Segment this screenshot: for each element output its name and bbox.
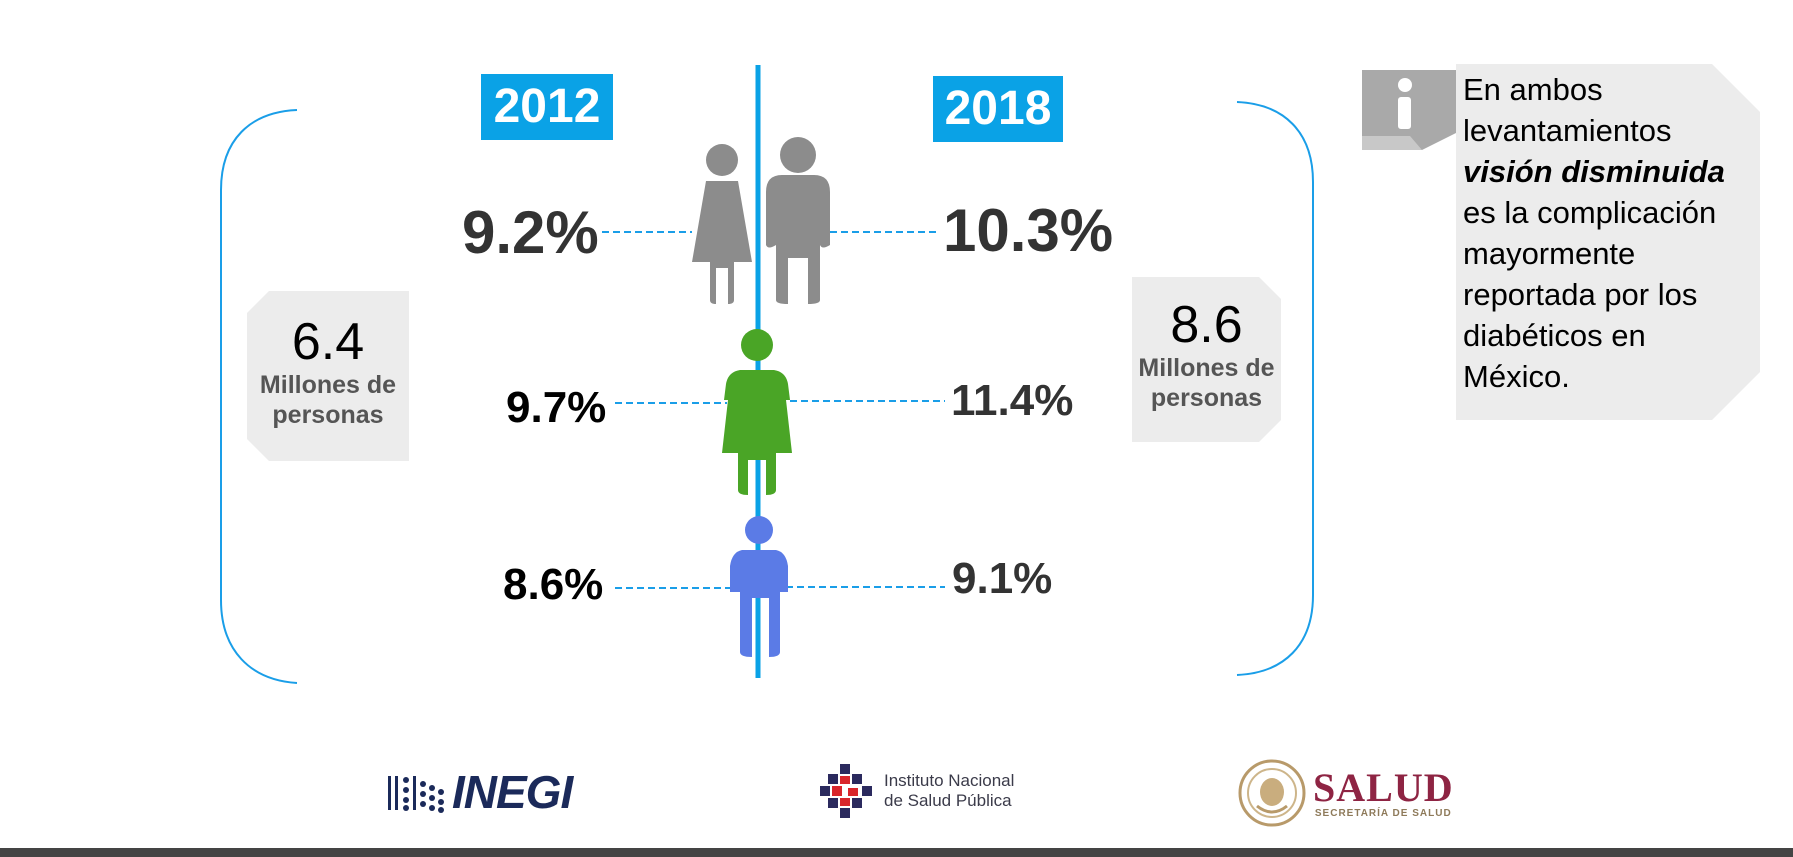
women-2018-pct: 11.4% (951, 376, 1074, 425)
inegi-logo: INEGI (386, 766, 573, 818)
national-seal-icon (1238, 759, 1306, 827)
insp-mark-icon (820, 764, 872, 818)
woman-icon (722, 329, 792, 495)
man-icon (730, 516, 788, 657)
total-people-2012-label: Millones de (259, 371, 397, 399)
info-line-8: México. (1463, 359, 1570, 394)
total-2012-pct: 9.2% (462, 199, 599, 266)
total-people-2018-label: Millones de (1138, 354, 1275, 382)
total-people-2018-label-2: personas (1150, 384, 1263, 412)
info-line-1: En ambos (1463, 72, 1603, 107)
salud-logo: SALUD SECRETARÍA DE SALUD (1237, 758, 1454, 828)
info-card (1456, 64, 1760, 420)
info-icon (1362, 70, 1462, 150)
info-line-5: mayormente (1463, 236, 1636, 271)
total-2018-pct: 10.3% (943, 197, 1114, 264)
info-text: En ambos levantamientos visión disminuid… (1463, 69, 1763, 397)
info-line-6: reportada por los (1463, 277, 1698, 312)
info-line-4: es la complicación (1463, 195, 1717, 230)
couple-icon (692, 137, 830, 304)
total-people-2012: 6.4 Millones de personas (247, 291, 409, 461)
men-2012-pct: 8.6% (503, 560, 604, 609)
right-bracket (1236, 101, 1314, 676)
total-people-2018-value: 8.6 (1170, 296, 1243, 354)
info-line-2: levantamientos (1463, 113, 1672, 148)
info-emphasis: visión disminuida (1463, 154, 1725, 189)
inegi-mark-icon (388, 776, 444, 813)
info-line-7: diabéticos en (1463, 318, 1646, 353)
insp-name-line-2: de Salud Pública (884, 791, 1012, 810)
total-people-2018: 8.6 Millones de personas (1132, 277, 1281, 442)
salud-wordmark: SALUD (1313, 764, 1454, 810)
dashed-leaders (602, 231, 945, 589)
inegi-wordmark: INEGI (452, 766, 573, 818)
insp-logo: Instituto Nacional de Salud Pública (818, 760, 1014, 822)
men-2018-pct: 9.1% (952, 554, 1053, 603)
year-label-left: 2012 (481, 74, 613, 140)
insp-name-line-1: Instituto Nacional (884, 771, 1015, 790)
total-people-2012-value: 6.4 (291, 313, 365, 371)
year-label-right: 2018 (933, 76, 1063, 142)
women-2012-pct: 9.7% (506, 383, 607, 432)
total-people-2012-label-2: personas (272, 401, 384, 429)
bottom-bar (0, 848, 1793, 857)
salud-subtitle: SECRETARÍA DE SALUD (1314, 807, 1452, 819)
left-bracket (220, 109, 298, 684)
